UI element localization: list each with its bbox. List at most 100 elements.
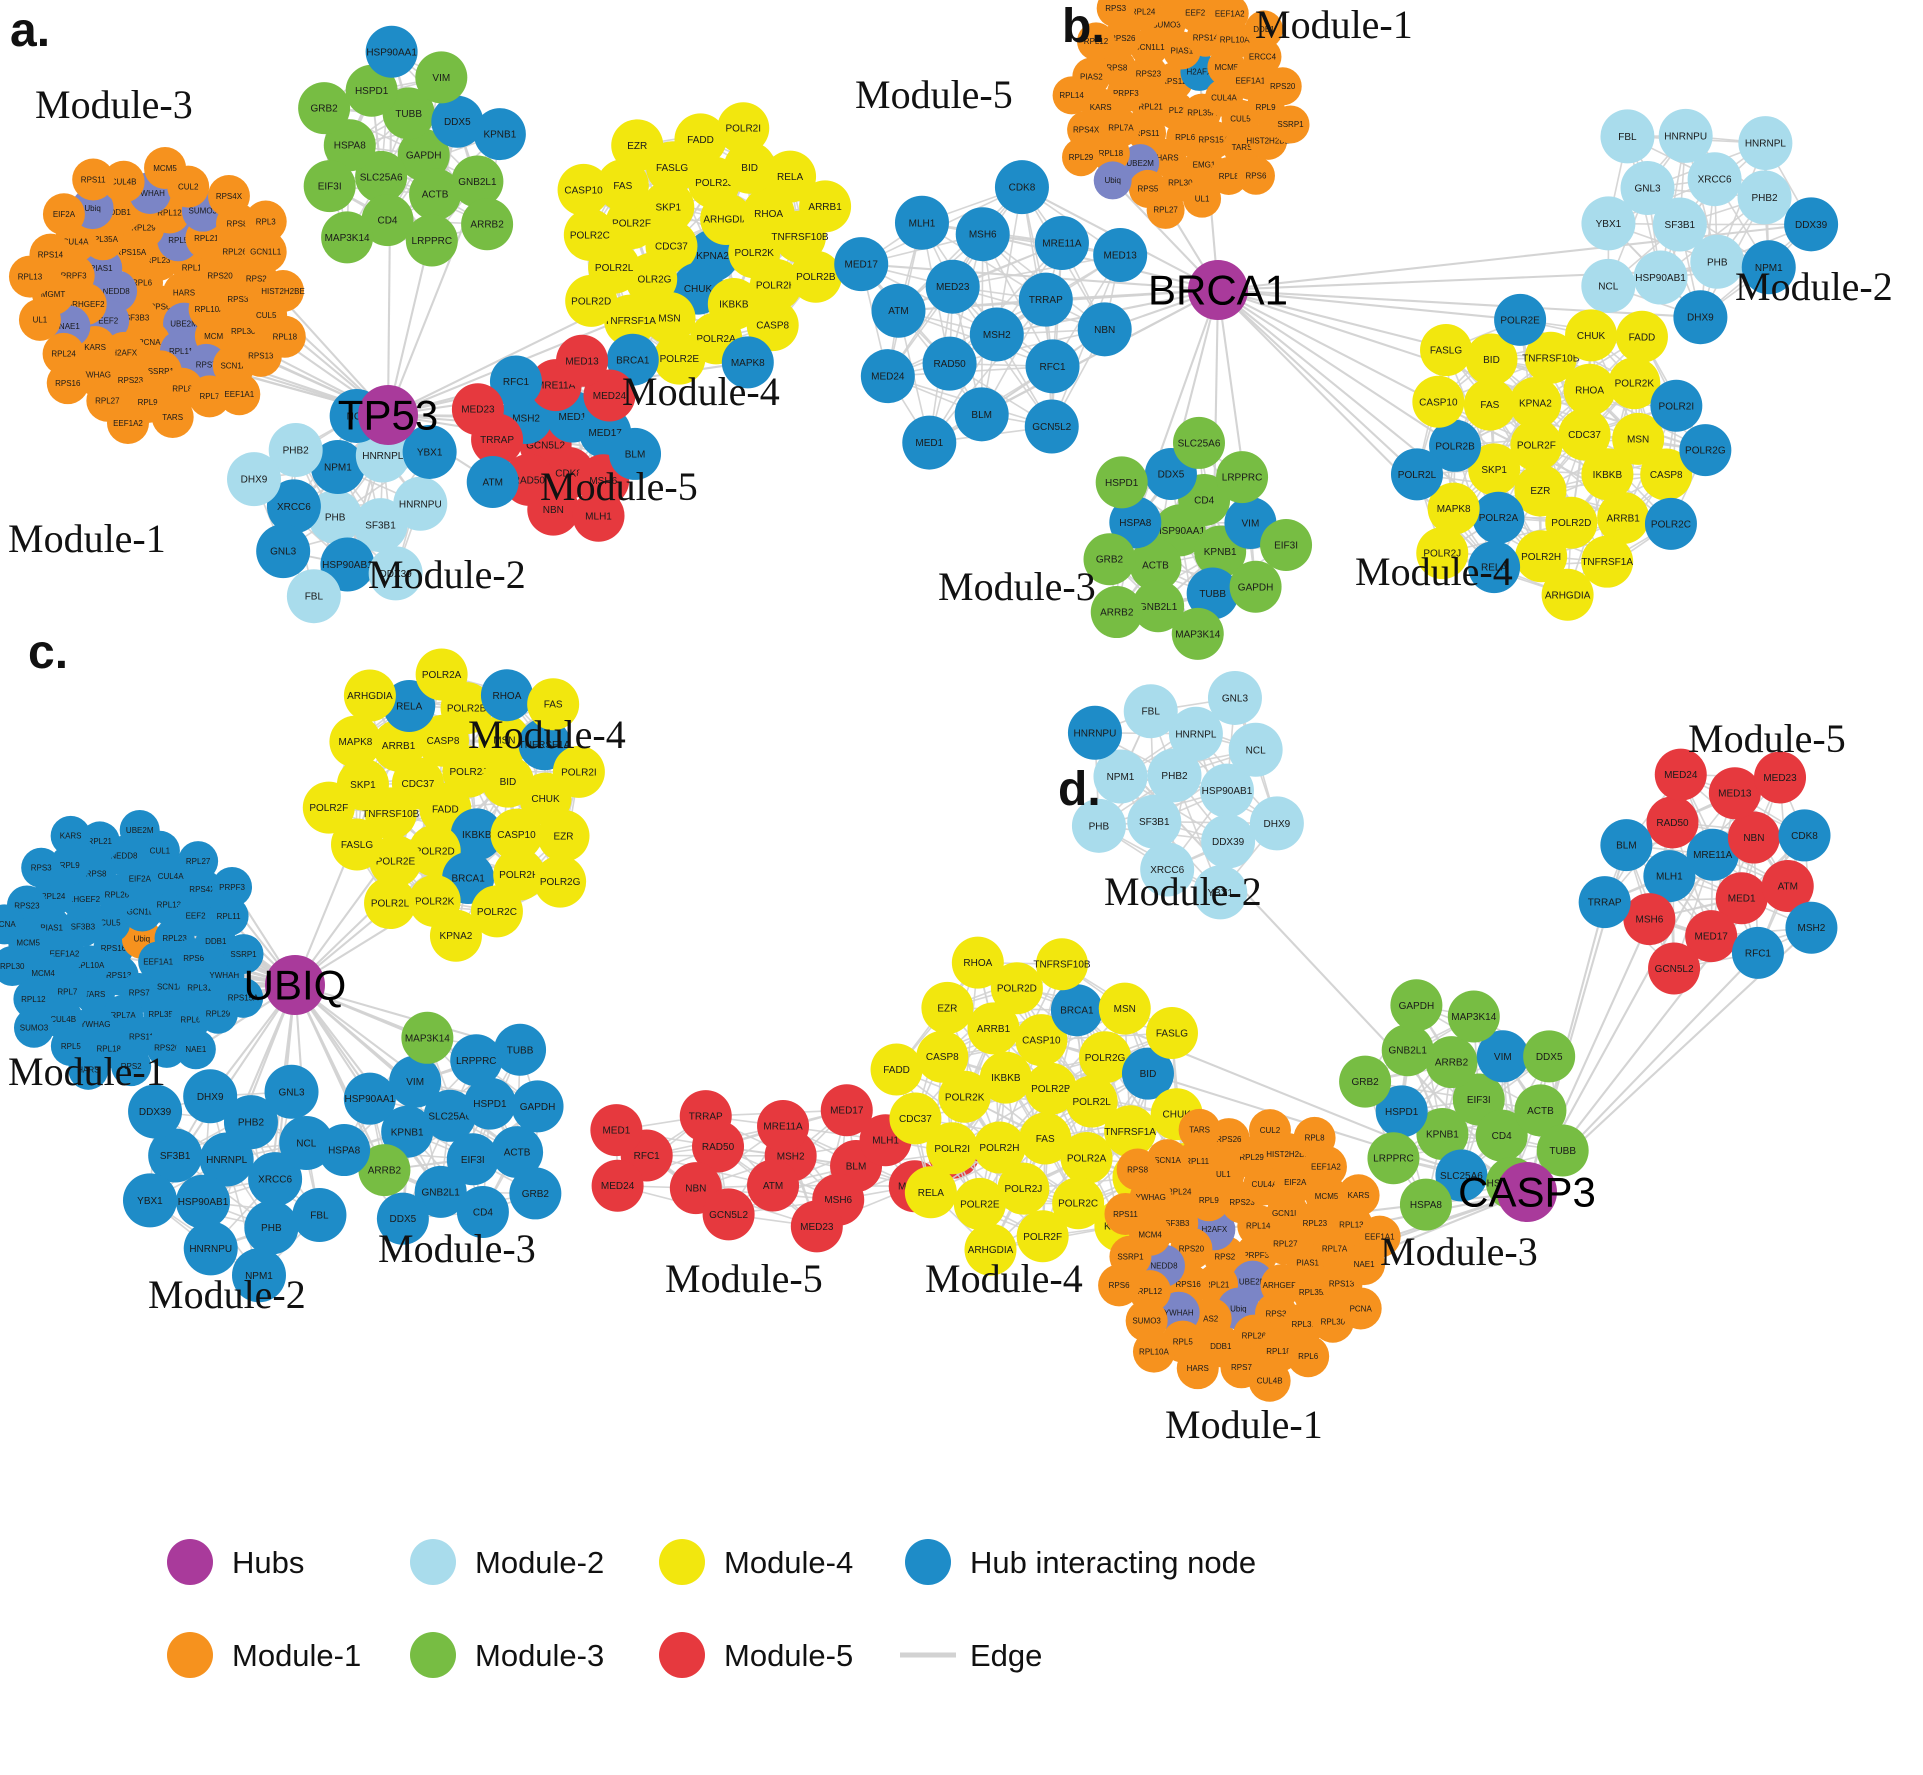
node-label: RPS15A [1198, 136, 1229, 145]
node-ARHGDIA [1541, 568, 1594, 621]
node-label: SF3B1 [365, 521, 396, 532]
node-KPNA2 [1509, 377, 1562, 430]
node-label: RPL21 [1138, 103, 1163, 112]
node-POLR2J [1416, 527, 1469, 580]
node-label: HNRNPL [1745, 139, 1787, 150]
node-label: SUMO3 [20, 1024, 49, 1033]
node-label: EZR [627, 141, 647, 152]
module-label-a-module-5: Module-5 [540, 464, 698, 509]
node-label: MED24 [871, 372, 905, 383]
node-label: MSH2 [777, 1151, 805, 1162]
node-label: MSH6 [969, 230, 997, 241]
node-BID [1465, 333, 1518, 386]
node-BLM [609, 427, 662, 480]
node-label: TNFRSF10B [771, 232, 829, 243]
node-label: DHX9 [1264, 819, 1291, 830]
node-label: RPS26 [1110, 34, 1136, 43]
node-label: YBX1 [1596, 219, 1622, 230]
node-label: ACTB [1142, 560, 1169, 571]
node-label: NBN [543, 505, 564, 516]
node-label: RPL29 [206, 1010, 231, 1019]
node-TRRAP [1018, 272, 1073, 327]
node-label: CUL4B [1257, 1377, 1283, 1386]
node-NPM1 [310, 440, 365, 495]
panel-b: MSH2 MED23 TRRAP RAD50 MSH6 RFC1 ATM MRE11A BLM M… [834, 0, 1893, 660]
node-label: MSH6 [589, 476, 617, 487]
node-label: TUBB [395, 109, 422, 120]
node-label: RPL27 [186, 857, 211, 866]
hub-label-BRCA1: BRCA1 [1148, 267, 1288, 314]
legend-swatch-module-5 [659, 1632, 705, 1678]
node-label: MLH1 [909, 218, 936, 229]
node-SF3B1 [1652, 197, 1707, 252]
panel-letter-c: c. [28, 626, 68, 679]
node-DDX5 [431, 95, 484, 148]
node-label: MCM5 [153, 164, 177, 173]
node-label: KARS [1090, 103, 1112, 112]
node-label: PRPF3 [61, 271, 87, 280]
node-label: RPL35A [1187, 108, 1217, 117]
node-RPS4X [207, 175, 250, 218]
node-NBN [527, 483, 580, 536]
node-label: RPS26 [1216, 1135, 1242, 1144]
node-label: RPL11 [1185, 1157, 1209, 1166]
node-label: CHUK [1577, 331, 1606, 342]
node-label: MRE11A [1693, 850, 1733, 861]
node-label: TNFRSF1A [1581, 557, 1633, 568]
node-label: RPL14 [1246, 1222, 1271, 1231]
node-label: BLM [971, 410, 992, 421]
node-label: MAPK8 [1437, 504, 1471, 515]
node-label: HSPA8 [1119, 518, 1151, 529]
node-label: MRE11A [763, 1122, 803, 1133]
node-PHB2 [268, 423, 323, 478]
node-GAPDH [1229, 560, 1282, 613]
node-label: TNFRSF1A [604, 316, 656, 327]
node-label: RPL8 [1305, 1134, 1326, 1143]
node-label: RPS12 [1161, 77, 1187, 86]
node-label: MRE11A [536, 381, 576, 392]
node-label: RPL24 [51, 350, 76, 359]
node-label: ATM [1778, 882, 1798, 893]
node-label: POLR2C [1651, 519, 1691, 530]
node-DDX39 [368, 546, 423, 601]
node-label: POLR2H [499, 870, 539, 881]
node-RFC1 [489, 355, 542, 408]
node-label: RPL18 [1099, 149, 1124, 158]
node-label: HNRNPU [189, 1244, 232, 1255]
node-label: RPL9 [60, 861, 81, 870]
node-label: SF3B3 [125, 313, 150, 322]
node-label: MAPK8 [731, 358, 765, 369]
node-label: MAP3K14 [405, 1033, 450, 1044]
node-label: HSP90AB1 [1202, 786, 1253, 797]
module-label-c-module-1: Module-1 [8, 1049, 166, 1094]
node-label: SKP1 [1481, 465, 1507, 476]
node-label: FBL [1618, 132, 1637, 143]
node-label: ARRB2 [1100, 608, 1134, 619]
node-label: MED13 [565, 356, 599, 367]
node-label: HARS [173, 289, 195, 298]
node-label: EZR [554, 831, 574, 842]
node-label: LRPPRC [412, 236, 453, 247]
node-label: MSH2 [1798, 923, 1826, 934]
node-label: PHB2 [1161, 771, 1188, 782]
node-label: CUL5 [256, 311, 277, 320]
node-label: RPS8 [1106, 63, 1127, 72]
node-TNFRSF1A [604, 294, 657, 347]
legend-label: Hub interacting node [970, 1545, 1256, 1580]
node-label: RELA [1481, 563, 1507, 574]
node-PLA2 [1198, 0, 1231, 9]
node-label: FASLG [341, 840, 373, 851]
node-label: FADD [883, 1065, 910, 1076]
node-label: CUL5 [1230, 115, 1251, 124]
node-label: NEDD8 [103, 287, 131, 296]
node-label: RPL35A [88, 235, 118, 244]
node-label: RAD50 [513, 475, 546, 486]
node-POLR2K [1608, 357, 1661, 410]
node-label: GNB2L1 [421, 1187, 460, 1198]
node-label: TUBB [507, 1045, 534, 1056]
node-label: TUBB [1549, 1146, 1576, 1157]
node-label: CD4 [1194, 495, 1214, 506]
node-label: RELA [396, 701, 422, 712]
node-ARRB2 [461, 198, 514, 251]
